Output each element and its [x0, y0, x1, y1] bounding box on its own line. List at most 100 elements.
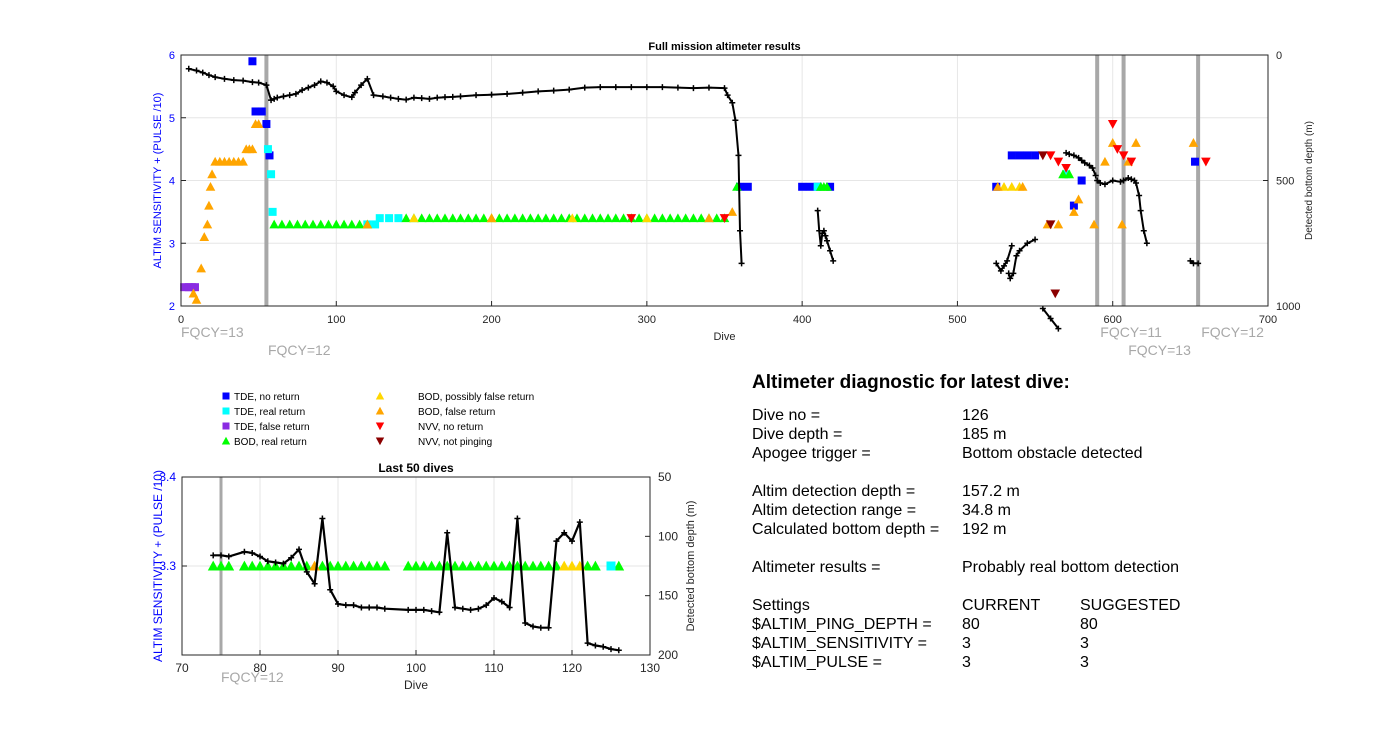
mission-point: [196, 263, 206, 273]
last50-ytick-label: 3.3: [159, 559, 176, 573]
mission-depth-point: [488, 91, 495, 98]
last50-y2tick-label: 100: [658, 529, 678, 543]
last50-xtick-label: 100: [406, 661, 426, 675]
mission-point: [1201, 157, 1211, 167]
diagnostic-title: Altimeter diagnostic for latest dive:: [752, 372, 1070, 393]
mission-point: [362, 219, 373, 229]
mission-point: [455, 213, 466, 223]
last50-depth-point: [218, 552, 224, 559]
mission-depth-point: [364, 75, 371, 82]
mission-point: [262, 120, 271, 129]
last50-depth-point: [303, 568, 310, 575]
mission-chart: [180, 54, 1269, 332]
mission-point: [579, 213, 590, 223]
mission-depth-point: [993, 260, 1000, 267]
mission-fqcy-label: FQCY=13: [181, 324, 244, 340]
mission-point: [1069, 201, 1078, 210]
mission-point: [308, 219, 318, 229]
mission-ytick-label: 2: [169, 301, 175, 313]
mission-depth-point: [1066, 151, 1073, 158]
mission-depth-point: [597, 84, 604, 91]
mission-point: [371, 220, 380, 229]
mission-depth-point: [299, 87, 306, 94]
mission-depth-point: [395, 95, 402, 102]
last50-series-bod-real-return: [207, 560, 625, 571]
legend-label: TDE, real return: [234, 407, 305, 418]
mission-bottom-depth: [185, 65, 1202, 332]
calculated-depth-value: 192 m: [962, 521, 1007, 538]
last50-point: [519, 560, 531, 571]
detection-range-value: 34.8 m: [962, 502, 1011, 519]
last50-point: [301, 560, 313, 571]
mission-point: [463, 213, 474, 223]
mission-point: [424, 213, 435, 223]
mission-point: [587, 213, 598, 223]
mission-point: [265, 151, 274, 160]
legend-marker: [375, 391, 385, 400]
last50-series-tde-real-return: [606, 561, 616, 571]
last50-point: [363, 560, 375, 571]
last50-xtick-label: 110: [484, 661, 503, 675]
last50-depth-point: [327, 586, 334, 593]
legend-label: NVV, not pinging: [418, 437, 492, 448]
mission-depth-point: [1008, 242, 1015, 249]
last50-depth-point: [358, 604, 365, 611]
mission-point: [263, 145, 272, 154]
last50-point: [457, 560, 469, 571]
mission-depth-point: [1136, 192, 1143, 199]
mission-depth-point: [1120, 177, 1127, 184]
mission-depth-point: [1016, 247, 1023, 254]
mission-point: [1053, 157, 1064, 167]
last50-point: [239, 560, 250, 571]
mission-depth-point: [1143, 240, 1150, 247]
mission-point: [1050, 289, 1061, 299]
mission-point: [626, 214, 637, 223]
mission-depth-point: [426, 95, 433, 102]
last50-point: [223, 560, 235, 571]
dive-depth-value: 185 m: [962, 426, 1007, 443]
mission-point: [1131, 138, 1141, 147]
diagnostic-panel: Altimeter diagnostic for latest dive: Di…: [752, 372, 1382, 672]
last50-depth-point: [319, 515, 326, 522]
mission-depth-point: [822, 232, 829, 239]
last50-depth-point: [264, 558, 271, 565]
last50-depth-point: [467, 606, 474, 613]
mission-point: [822, 181, 832, 191]
mission-depth-point: [292, 90, 299, 97]
mission-point: [267, 170, 276, 179]
last50-depth-point: [506, 604, 513, 611]
mission-depth-point: [817, 242, 824, 249]
mission-point: [1107, 120, 1118, 129]
mission-depth-point: [729, 99, 736, 106]
mission-depth-point: [535, 88, 542, 95]
mission-depth-point: [1187, 257, 1194, 264]
mission-point: [1045, 220, 1056, 230]
last50-ytick-label: 3.4: [159, 470, 176, 484]
mission-depth-point: [1117, 178, 1124, 185]
current-header: CURRENT: [962, 597, 1041, 614]
mission-depth-point: [457, 93, 464, 100]
last50-depth-point: [483, 602, 490, 609]
mission-xtick-label: 0: [178, 314, 184, 326]
last50-depth-point: [491, 595, 497, 602]
mission-depth-point: [330, 83, 337, 90]
last50-xtick-label: 70: [175, 661, 189, 675]
mission-depth-point: [1063, 149, 1070, 156]
mission-point: [375, 214, 384, 223]
mission-point: [665, 213, 675, 223]
mission-depth-point: [403, 96, 410, 103]
mission-depth-point: [1092, 172, 1099, 179]
mission-depth-point: [1013, 252, 1020, 259]
settings-label: Settings: [752, 597, 810, 614]
last50-point: [348, 560, 359, 571]
mission-depth-point: [1024, 240, 1031, 247]
mission-point: [339, 219, 349, 229]
last50-bottom-depth: [210, 515, 622, 654]
mission-point: [813, 182, 822, 191]
mission-series-tde-no-return: [248, 57, 1200, 210]
mission-point: [1117, 219, 1127, 229]
mission-point: [207, 169, 217, 179]
last50-depth-point: [576, 519, 583, 526]
mission-depth-point: [212, 74, 219, 81]
mission-point: [401, 213, 411, 223]
